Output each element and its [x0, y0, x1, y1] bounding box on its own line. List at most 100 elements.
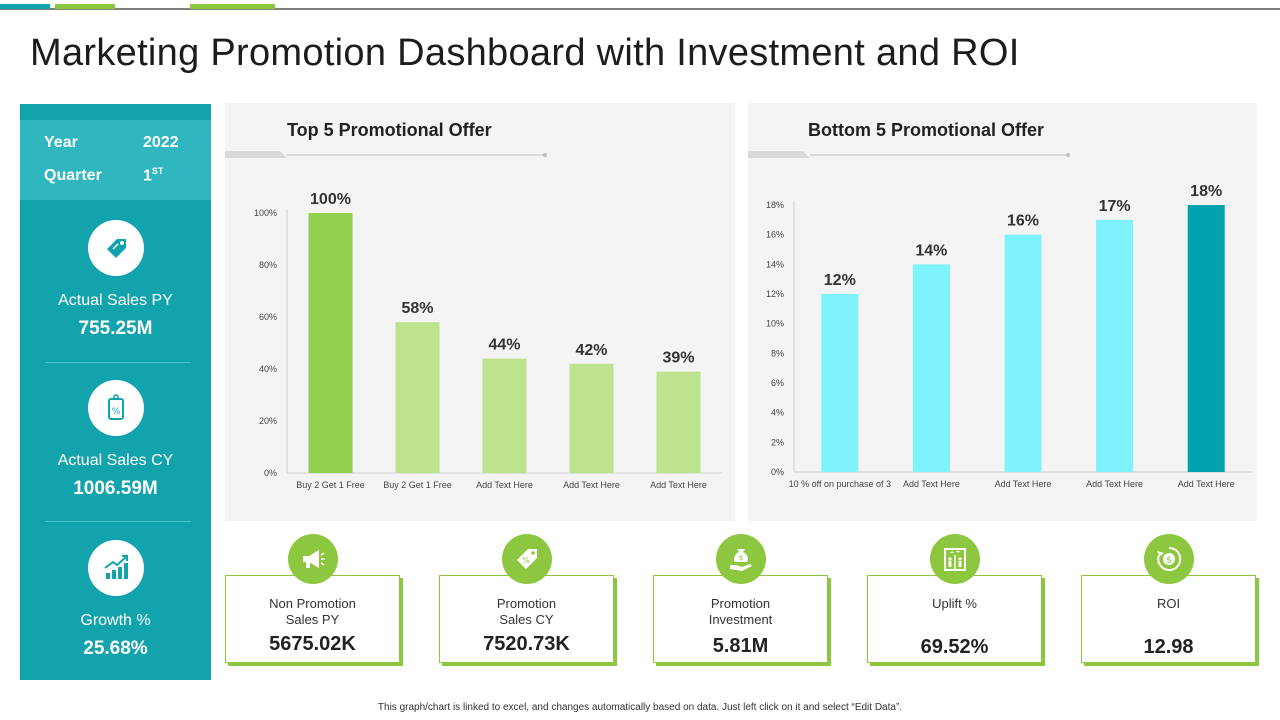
money-bag-hand-icon: $ — [716, 534, 766, 584]
y-tick-label: 16% — [766, 230, 784, 240]
data-label: 42% — [575, 342, 607, 359]
y-tick-label: 0% — [771, 467, 784, 477]
svg-text:%: % — [522, 556, 530, 565]
x-tick-label: Add Text Here — [476, 480, 533, 490]
bar — [308, 213, 353, 473]
price-tag-icon — [87, 220, 144, 276]
quarter-suffix: ST — [151, 166, 164, 176]
bar — [1004, 234, 1042, 472]
kpi-actual-sales-cy: % Actual Sales CY 1006.59M — [20, 380, 211, 500]
bar — [821, 294, 859, 472]
data-label: 39% — [662, 350, 694, 367]
card-roi: ROI 12.98 — [1081, 575, 1256, 663]
card-value: 5.81M — [712, 635, 769, 657]
card-label: Promotion Investment — [708, 596, 773, 627]
divider — [45, 362, 191, 363]
quarter-row: Quarter 1ST — [44, 166, 163, 185]
data-label: 17% — [1099, 198, 1131, 215]
dollar-cycle-icon: $ — [1144, 534, 1194, 584]
top5-chart-panel: Top 5 Promotional Offer 0% 20% 40% 60% 80% 10… — [225, 103, 735, 521]
bar — [482, 358, 527, 473]
kpi-value: 25.68% — [83, 638, 148, 659]
period-header — [20, 120, 211, 200]
y-tick-label: 80% — [259, 260, 277, 270]
x-tick-label: Add Text Here — [995, 479, 1052, 489]
x-tick-label: Add Text Here — [1178, 479, 1235, 489]
y-tick-label: 14% — [766, 259, 784, 269]
y-tick-label: 60% — [259, 312, 277, 322]
card-uplift: Uplift % 69.52% — [867, 575, 1042, 663]
y-tick-label: 0% — [264, 468, 277, 478]
megaphone-icon — [288, 534, 338, 584]
kpi-label: Growth % — [80, 612, 151, 629]
bar — [569, 363, 614, 473]
year-value: 2022 — [143, 134, 179, 151]
y-tick-label: 18% — [766, 200, 784, 210]
title-underline — [225, 151, 547, 158]
card-value: 12.98 — [1143, 636, 1194, 658]
x-tick-label: Add Text Here — [563, 480, 620, 490]
y-tick-label: 12% — [766, 289, 784, 299]
x-tick-label: Buy 2 Get 1 Free — [296, 480, 365, 490]
elevator-icon — [930, 534, 980, 584]
kpi-label: Actual Sales PY — [58, 292, 173, 309]
page-title: Marketing Promotion Dashboard with Inves… — [30, 32, 1020, 74]
card-value: 5675.02K — [269, 633, 356, 655]
bar — [912, 264, 950, 472]
x-tick-label: 10 % off on purchase of 3 — [789, 479, 891, 489]
y-tick-label: 2% — [771, 437, 784, 447]
y-tick-label: 4% — [771, 408, 784, 418]
bottom5-chart-panel: Bottom 5 Promotional Offer 0% 2% 4% 6% 8% 10%… — [748, 103, 1257, 521]
x-tick-label: Add Text Here — [903, 479, 960, 489]
kpi-value: 1006.59M — [73, 478, 158, 499]
y-tick-label: 10% — [766, 319, 784, 329]
y-tick-label: 100% — [254, 208, 277, 218]
summary-sidebar: Year 2022 Quarter 1ST Actual Sales PY 755.… — [20, 104, 211, 680]
x-tick-label: Buy 2 Get 1 Free — [383, 480, 452, 490]
card-promotion-sales-cy: Promotion Sales CY 7520.73K — [439, 575, 614, 663]
y-tick-label: 6% — [771, 378, 784, 388]
quarter-label: Quarter — [44, 167, 102, 185]
card-label: Uplift % — [932, 596, 977, 611]
footer-note: This graph/chart is linked to excel, and… — [377, 702, 903, 713]
y-tick-label: 40% — [259, 364, 277, 374]
data-label: 12% — [824, 272, 856, 289]
kpi-actual-sales-py: Actual Sales PY 755.25M — [20, 220, 211, 340]
bar — [1096, 219, 1134, 472]
y-tick-label: 8% — [771, 348, 784, 358]
kpi-growth: Growth % 25.68% — [20, 540, 211, 660]
card-non-promotion-sales-py: Non Promotion Sales PY 5675.02K — [225, 575, 400, 663]
data-label: 14% — [915, 242, 947, 259]
growth-chart-icon — [87, 540, 144, 596]
data-label: 18% — [1190, 183, 1222, 200]
svg-text:%: % — [111, 407, 120, 417]
card-label: Non Promotion Sales PY — [269, 596, 356, 627]
data-label: 44% — [488, 337, 520, 354]
quarter-value: 1 — [143, 167, 152, 185]
percent-tag-icon: % — [502, 534, 552, 584]
bar — [395, 322, 440, 473]
title-underline — [748, 151, 1070, 158]
bar — [656, 371, 701, 473]
card-label: ROI — [1156, 596, 1181, 611]
svg-text:$: $ — [1166, 556, 1172, 566]
discount-tag-icon: % — [87, 380, 144, 436]
kpi-value: 755.25M — [78, 318, 153, 339]
card-value: 69.52% — [920, 636, 989, 658]
year-row: Year 2022 — [44, 134, 179, 152]
x-tick-label: Add Text Here — [1086, 479, 1143, 489]
year-label: Year — [44, 134, 78, 151]
x-tick-label: Add Text Here — [650, 480, 707, 490]
card-label: Promotion Sales CY — [496, 596, 557, 627]
bar — [1187, 205, 1225, 472]
y-tick-label: 20% — [259, 416, 277, 426]
chart-title: Bottom 5 Promotional Offer — [808, 120, 1045, 140]
data-label: 16% — [1007, 213, 1039, 230]
card-value: 7520.73K — [483, 633, 570, 655]
svg-text:$: $ — [739, 554, 743, 562]
kpi-label: Actual Sales CY — [57, 452, 174, 469]
top-decoration — [0, 0, 1280, 10]
top5-bar-chart: 0% 20% 40% 60% 80% 100% 100% Buy 2 Get 1 Free 58… — [254, 191, 722, 490]
data-label: 58% — [401, 300, 433, 317]
divider — [45, 521, 191, 522]
